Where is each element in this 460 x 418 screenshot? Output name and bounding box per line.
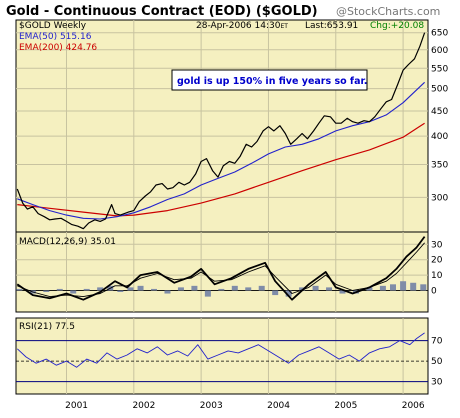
macd-histogram-bar xyxy=(366,287,373,291)
macd-label: MACD(12,26,9) 35.01 xyxy=(19,237,116,247)
macd-histogram-bar xyxy=(70,290,77,294)
macd-histogram-bar xyxy=(127,287,134,291)
change-value: Chg:+20.08 xyxy=(370,21,424,31)
macd-line xyxy=(16,236,426,301)
ema200-legend: EMA(200) 424.76 xyxy=(19,43,97,53)
macd-histogram-bar xyxy=(204,290,211,297)
rsi-tick-label: 30 xyxy=(431,378,443,388)
x-tick-label: 2006 xyxy=(402,401,425,411)
macd-panel: 0 10 20 30 MACD(12,26,9) 35.01 xyxy=(15,231,443,313)
macd-histogram-bar xyxy=(272,290,279,296)
rsi-tick-label: 50 xyxy=(431,357,443,367)
rsi-tick-label: 70 xyxy=(431,337,443,347)
macd-histogram-bar xyxy=(312,285,319,291)
price-line xyxy=(16,32,426,230)
x-tick-label: 2001 xyxy=(65,401,88,411)
ema200-line xyxy=(17,122,425,217)
price-tick-label: 600 xyxy=(431,46,448,56)
macd-histogram-bar xyxy=(400,281,407,291)
macd-tick-label: 30 xyxy=(431,240,443,250)
x-tick-label: 2003 xyxy=(200,401,223,411)
ema50-legend: EMA(50) 515.16 xyxy=(19,32,92,42)
price-tick-label: 450 xyxy=(431,107,448,117)
watermark: @StockCharts.com xyxy=(336,5,440,18)
ema50-line xyxy=(17,81,425,220)
macd-histogram-bar xyxy=(285,290,292,297)
macd-histogram-bar xyxy=(420,284,427,291)
macd-histogram-bar xyxy=(379,285,386,291)
rsi-label: RSI(21) 77.5 xyxy=(19,322,75,332)
price-series xyxy=(16,32,426,230)
macd-histogram-bar xyxy=(299,287,306,291)
macd-histogram-bar xyxy=(164,290,171,294)
last-value: Last:653.91 xyxy=(305,21,358,31)
price-tick-label: 400 xyxy=(431,132,448,142)
macd-histogram-bar xyxy=(16,288,23,291)
macd-tick-label: 20 xyxy=(431,256,443,266)
change-text: Chg:+20.08 xyxy=(370,21,424,31)
annotation-box xyxy=(171,69,368,91)
ticker-label: $GOLD Weekly xyxy=(19,21,87,31)
rsi-gridlines xyxy=(16,318,428,394)
rsi-axis-ticks: 30 50 70 xyxy=(431,337,443,388)
price-gridlines xyxy=(16,20,428,232)
macd-histogram-bar xyxy=(177,287,184,291)
x-tick-label: 2002 xyxy=(132,401,155,411)
x-tick-label: 2005 xyxy=(334,401,357,411)
date-time: 28-Apr-2006 14:30 xyxy=(196,21,281,31)
rsi-series xyxy=(16,332,425,368)
price-tick-label: 650 xyxy=(431,29,448,39)
macd-histogram-bar xyxy=(191,285,198,291)
price-tick-label: 500 xyxy=(431,85,448,95)
macd-histogram-bar xyxy=(231,285,238,291)
price-panel: 300 350 400 450 500 550 600 650 $GOLD Weekly EM… xyxy=(15,19,448,233)
macd-histogram-bar xyxy=(151,288,158,291)
annotation-text: gold is up 150% in five years so far. xyxy=(177,76,367,87)
header-date-time: 28-Apr-2006 14:30ET xyxy=(196,21,288,31)
macd-series xyxy=(16,236,428,301)
macd-histogram-bar xyxy=(218,288,225,291)
macd-histogram-bar xyxy=(43,290,50,292)
macd-histogram-bar xyxy=(389,284,396,291)
macd-histogram-bar xyxy=(83,288,90,291)
price-axis-ticks: 300 350 400 450 500 550 600 650 xyxy=(431,29,448,204)
price-tick-label: 350 xyxy=(431,161,448,171)
macd-histogram-bar xyxy=(245,287,252,291)
x-axis-labels: 2001 2002 2003 2004 2005 2006 xyxy=(65,401,425,411)
macd-histogram-bar xyxy=(117,290,124,292)
macd-axis-ticks: 0 10 20 30 xyxy=(431,240,443,296)
price-panel-background xyxy=(15,19,429,233)
rsi-line xyxy=(16,332,425,368)
chart-title: Gold - Continuous Contract (EOD) ($GOLD) xyxy=(6,4,318,19)
macd-histogram-bar xyxy=(56,288,63,291)
macd-histogram-bar xyxy=(97,287,104,291)
price-tick-label: 300 xyxy=(431,193,448,203)
macd-tick-label: 0 xyxy=(431,286,437,296)
macd-histogram-bar xyxy=(137,285,144,291)
macd-histogram-bar xyxy=(326,287,333,291)
macd-histogram-bar xyxy=(258,285,265,291)
macd-histogram-bar xyxy=(410,282,417,291)
macd-tick-label: 10 xyxy=(431,271,443,281)
price-tick-label: 550 xyxy=(431,64,448,74)
x-tick-label: 2004 xyxy=(267,401,290,411)
timezone: ET xyxy=(280,23,288,30)
macd-histogram-bar xyxy=(339,290,346,294)
rsi-panel: 30 50 70 RSI(21) 77.5 xyxy=(15,317,443,395)
